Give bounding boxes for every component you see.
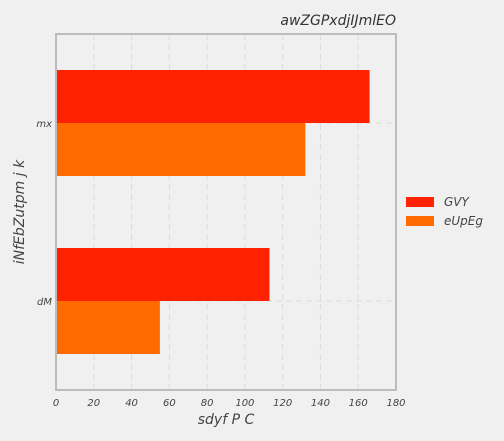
- x-tick-label: 180: [386, 398, 405, 409]
- x-tick-labels: 0 20 40 60 80 100 120 140 160 180: [53, 398, 406, 409]
- plot-border: [55, 33, 397, 391]
- legend: GVY eUpEg: [406, 195, 483, 228]
- y-axis-label: iNfEbZutpm j k: [12, 159, 28, 264]
- bar-eupeg-mx: [56, 123, 306, 176]
- x-axis-label: sdyf P C: [198, 412, 255, 428]
- x-tick-label: 40: [125, 398, 138, 409]
- bars: [56, 70, 370, 354]
- x-tick-label: 80: [201, 398, 214, 409]
- y-tick-labels: mx dM: [36, 119, 52, 308]
- y-tick-label: mx: [36, 119, 52, 130]
- x-tick-label: 100: [235, 398, 254, 409]
- x-tick-label: 120: [273, 398, 292, 409]
- x-tick-label: 20: [87, 398, 100, 409]
- bar-eupeg-dm: [56, 301, 160, 354]
- legend-swatch-eupeg: [406, 216, 434, 226]
- bar-gvy-mx: [56, 70, 370, 123]
- x-tick-label: 60: [163, 398, 176, 409]
- y-tick-label: dM: [37, 297, 52, 308]
- x-tick-label: 0: [53, 398, 59, 409]
- legend-label-eupeg: eUpEg: [444, 214, 483, 228]
- legend-label-gvy: GVY: [444, 195, 471, 209]
- chart-title: awZGPxdjIJmlEO: [280, 13, 396, 29]
- x-tick-label: 160: [349, 398, 368, 409]
- bar-gvy-dm: [56, 248, 270, 301]
- x-tick-label: 140: [311, 398, 330, 409]
- legend-swatch-gvy: [406, 197, 434, 207]
